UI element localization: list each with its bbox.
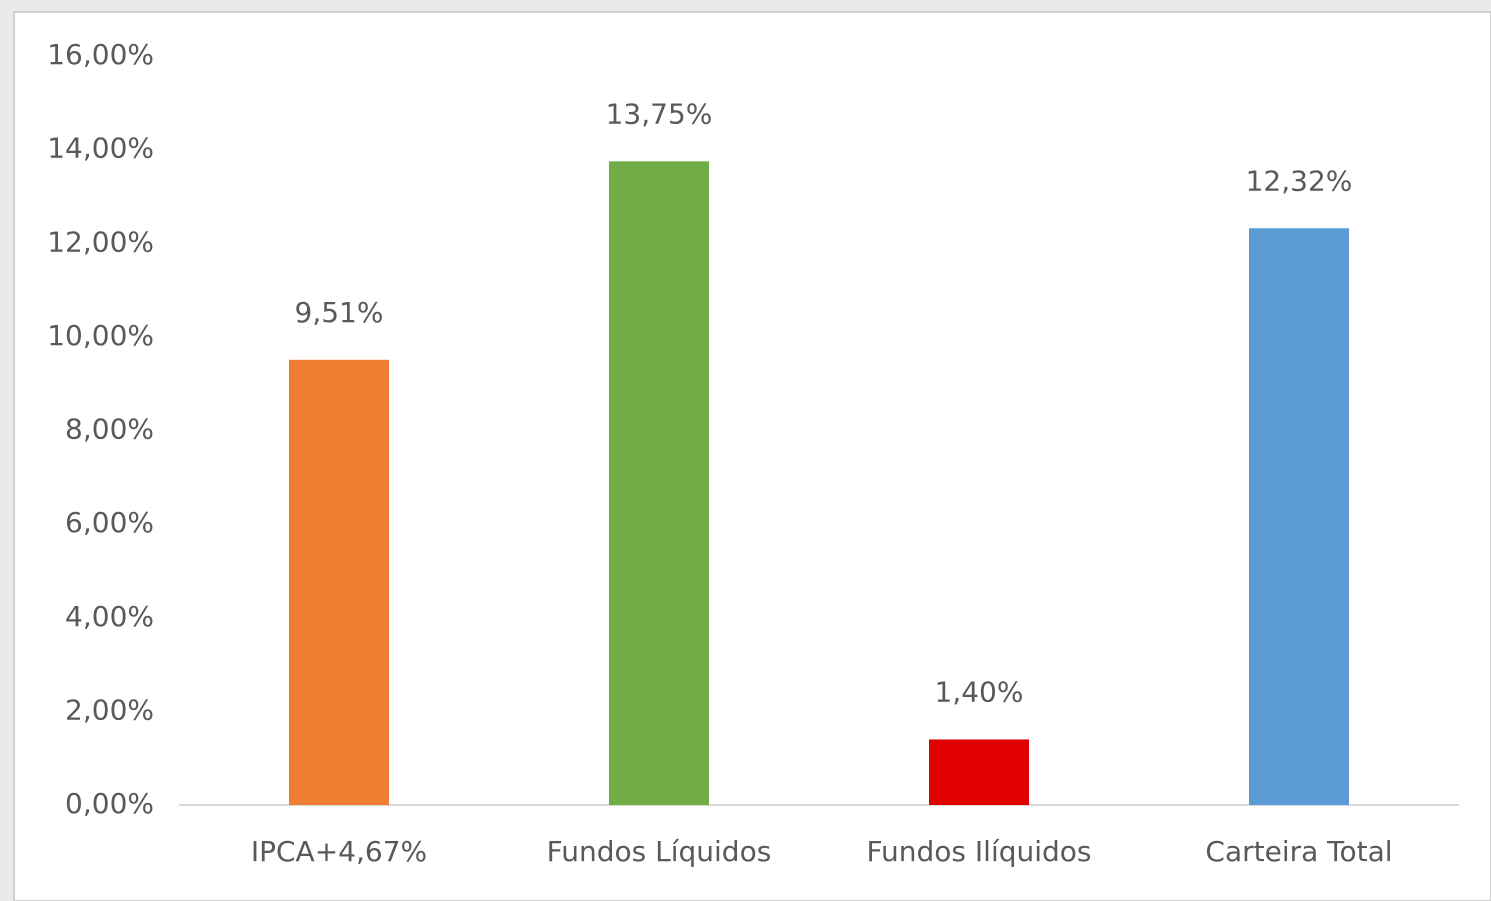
y-tick-label: 6,00% [65,506,154,539]
data-label: 1,40% [935,675,1024,708]
x-tick-label: IPCA+4,67% [251,835,427,868]
x-tick-label: Fundos Líquidos [547,835,772,868]
y-tick-label: 14,00% [47,132,154,165]
bar [929,739,1029,805]
bar [1249,228,1349,805]
y-tick-label: 12,00% [47,225,154,258]
x-tick-label: Fundos Ilíquidos [866,835,1091,868]
y-tick-label: 8,00% [65,413,154,446]
y-tick-label: 16,00% [47,38,154,71]
y-tick-label: 4,00% [65,600,154,633]
y-tick-label: 2,00% [65,693,154,726]
data-label: 13,75% [606,97,713,130]
y-tick-label: 10,00% [47,319,154,352]
y-tick-label: 0,00% [65,787,154,820]
data-label: 12,32% [1246,164,1353,197]
bar [289,359,389,805]
bar [609,161,709,805]
x-tick-label: Carteira Total [1205,835,1392,868]
data-label: 9,51% [295,296,384,329]
chart-area [13,11,1491,901]
